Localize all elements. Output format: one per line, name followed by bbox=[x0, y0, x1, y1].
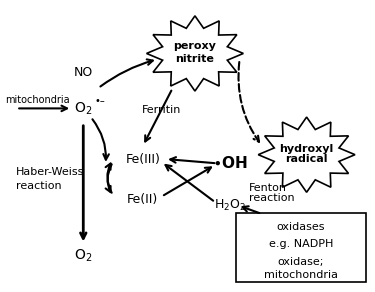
Text: e.g. NADPH: e.g. NADPH bbox=[269, 239, 333, 249]
Text: NO: NO bbox=[74, 66, 93, 79]
Text: hydroxyl: hydroxyl bbox=[279, 144, 334, 154]
Text: Ferritin: Ferritin bbox=[142, 105, 181, 115]
Text: oxidases: oxidases bbox=[277, 222, 325, 232]
Text: Fe(II): Fe(II) bbox=[127, 193, 159, 206]
Text: H$_2$O$_2$: H$_2$O$_2$ bbox=[214, 198, 246, 213]
Polygon shape bbox=[258, 117, 355, 192]
Text: O$_2$: O$_2$ bbox=[74, 100, 92, 117]
Text: Fenton: Fenton bbox=[249, 183, 287, 193]
Polygon shape bbox=[147, 16, 243, 91]
Text: O$_2$: O$_2$ bbox=[74, 248, 92, 264]
Text: peroxy: peroxy bbox=[174, 41, 216, 51]
Text: $\bullet$OH: $\bullet$OH bbox=[212, 155, 248, 171]
Text: mitochondria: mitochondria bbox=[264, 270, 338, 280]
FancyBboxPatch shape bbox=[236, 213, 366, 282]
Text: Fe(III): Fe(III) bbox=[125, 152, 160, 166]
Text: •–: •– bbox=[94, 96, 105, 106]
Text: oxidase;: oxidase; bbox=[278, 257, 324, 267]
Text: reaction: reaction bbox=[16, 182, 62, 192]
Text: reaction: reaction bbox=[249, 193, 294, 203]
Text: nitrite: nitrite bbox=[176, 54, 214, 64]
Text: Haber-Weiss: Haber-Weiss bbox=[16, 167, 85, 177]
Text: radical: radical bbox=[285, 154, 328, 164]
Text: mitochondria: mitochondria bbox=[5, 95, 70, 105]
